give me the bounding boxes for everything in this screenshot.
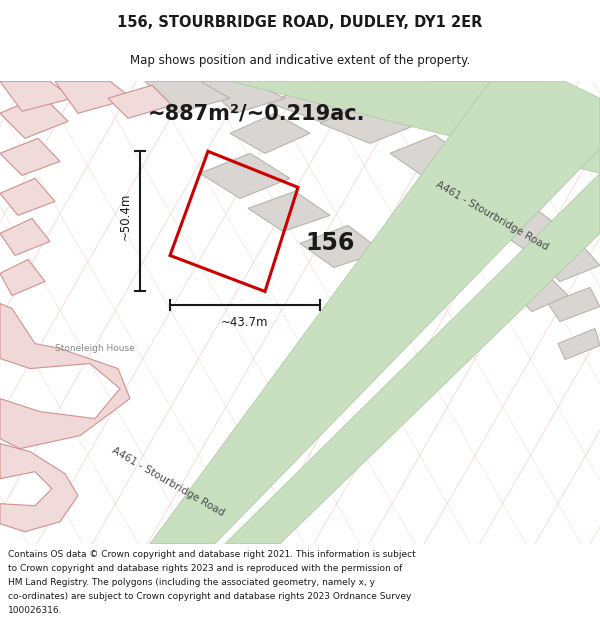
Polygon shape [440,171,520,211]
Text: 156: 156 [305,231,355,256]
Text: A461 - Stourbridge Road: A461 - Stourbridge Road [110,445,226,518]
Polygon shape [490,208,568,248]
Polygon shape [0,138,60,176]
Polygon shape [0,218,50,256]
Text: A461 - Stourbridge Road: A461 - Stourbridge Road [434,179,550,252]
Polygon shape [390,135,468,176]
Text: ~43.7m: ~43.7m [221,316,269,329]
Polygon shape [0,259,45,296]
Text: Contains OS data © Crown copyright and database right 2021. This information is : Contains OS data © Crown copyright and d… [8,550,416,559]
Polygon shape [55,81,132,113]
Polygon shape [348,266,425,309]
Polygon shape [230,113,310,153]
Polygon shape [150,81,600,544]
Text: Stoneleigh House: Stoneleigh House [55,344,135,353]
Text: ~887m²/~0.219ac.: ~887m²/~0.219ac. [148,103,365,123]
Polygon shape [190,81,600,173]
Polygon shape [248,191,330,231]
Polygon shape [108,85,172,118]
Polygon shape [200,153,290,198]
Text: 100026316.: 100026316. [8,606,62,615]
Polygon shape [300,226,382,268]
Polygon shape [548,288,600,321]
Polygon shape [0,178,55,216]
Text: to Crown copyright and database rights 2023 and is reproduced with the permissio: to Crown copyright and database rights 2… [8,564,403,572]
Polygon shape [0,95,68,138]
Polygon shape [270,81,370,123]
Polygon shape [320,103,415,143]
Polygon shape [225,173,600,544]
Text: 156, STOURBRIDGE ROAD, DUDLEY, DY1 2ER: 156, STOURBRIDGE ROAD, DUDLEY, DY1 2ER [118,15,482,30]
Polygon shape [512,276,568,311]
Polygon shape [430,81,530,118]
Polygon shape [200,81,285,113]
Polygon shape [558,329,600,359]
Polygon shape [0,444,78,532]
Text: co-ordinates) are subject to Crown copyright and database rights 2023 Ordnance S: co-ordinates) are subject to Crown copyr… [8,592,412,601]
Polygon shape [0,304,130,449]
Polygon shape [0,81,72,111]
Polygon shape [540,246,600,281]
Text: ~50.4m: ~50.4m [119,192,132,240]
Text: HM Land Registry. The polygons (including the associated geometry, namely x, y: HM Land Registry. The polygons (includin… [8,578,375,587]
Text: Map shows position and indicative extent of the property.: Map shows position and indicative extent… [130,54,470,68]
Polygon shape [145,81,230,113]
